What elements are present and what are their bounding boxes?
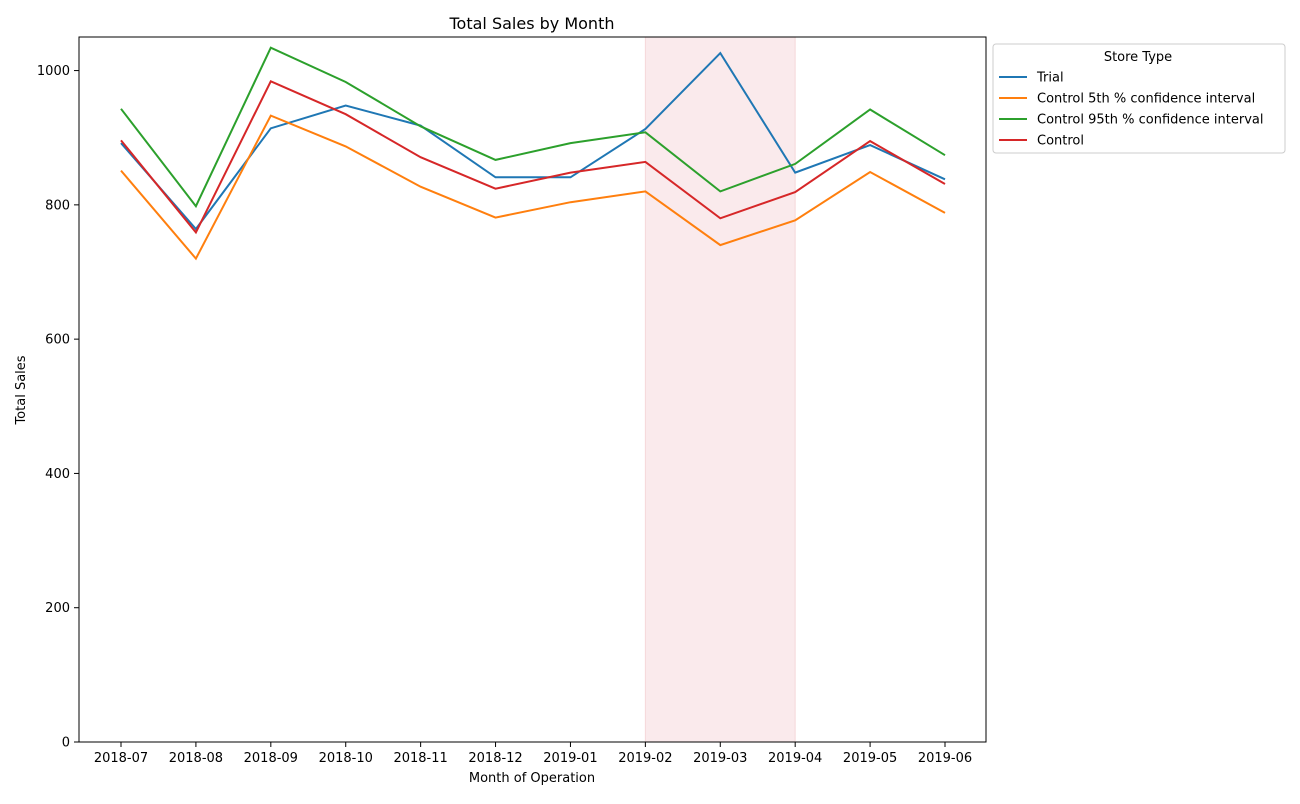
y-tick-label: 0 (62, 736, 70, 751)
highlight-band-layer (645, 37, 795, 742)
y-axis-ticks: 0 200 400 600 800 1000 (37, 64, 79, 750)
legend-label: Control 95th % confidence interval (1037, 113, 1263, 128)
legend-item: Control 5th % confidence interval (999, 92, 1255, 107)
x-axis-ticks: 2018-07 2018-08 2018-09 2018-10 2018-11 2018-… (94, 742, 972, 766)
legend-label: Control 5th % confidence interval (1037, 92, 1255, 107)
x-tick-label: 2018-11 (393, 751, 447, 766)
series-line (121, 48, 945, 207)
highlight-band (645, 37, 795, 742)
series-control-95th-confidence-interval (121, 48, 945, 207)
legend-label: Trial (1036, 71, 1064, 86)
x-tick-label: 2019-02 (618, 751, 672, 766)
x-tick-label: 2018-10 (319, 751, 373, 766)
x-tick-label: 2019-03 (693, 751, 747, 766)
x-tick-label: 2019-05 (843, 751, 897, 766)
series-layer (121, 48, 945, 259)
x-axis-label: Month of Operation (469, 771, 595, 786)
y-tick-label: 800 (45, 198, 70, 213)
legend-title: Store Type (1104, 50, 1172, 65)
x-tick-label: 2019-04 (768, 751, 822, 766)
chart-title: Total Sales by Month (449, 14, 615, 33)
x-tick-label: 2018-07 (94, 751, 148, 766)
y-axis-label: Total Sales (14, 355, 29, 425)
series-control-5th-confidence-interval (121, 115, 945, 258)
legend-item: Control 95th % confidence interval (999, 113, 1263, 128)
legend-label: Control (1037, 134, 1084, 149)
x-tick-label: 2018-09 (244, 751, 298, 766)
x-tick-label: 2019-01 (543, 751, 597, 766)
legend: Store Type Trial Control 5th % confidence… (993, 44, 1285, 153)
y-tick-label: 600 (45, 333, 70, 348)
x-tick-label: 2018-08 (169, 751, 223, 766)
y-tick-label: 1000 (37, 64, 70, 79)
plot-frame (79, 37, 986, 742)
x-tick-label: 2019-06 (918, 751, 972, 766)
y-tick-label: 200 (45, 601, 70, 616)
y-tick-label: 400 (45, 467, 70, 482)
x-tick-label: 2018-12 (468, 751, 522, 766)
series-line (121, 116, 945, 259)
